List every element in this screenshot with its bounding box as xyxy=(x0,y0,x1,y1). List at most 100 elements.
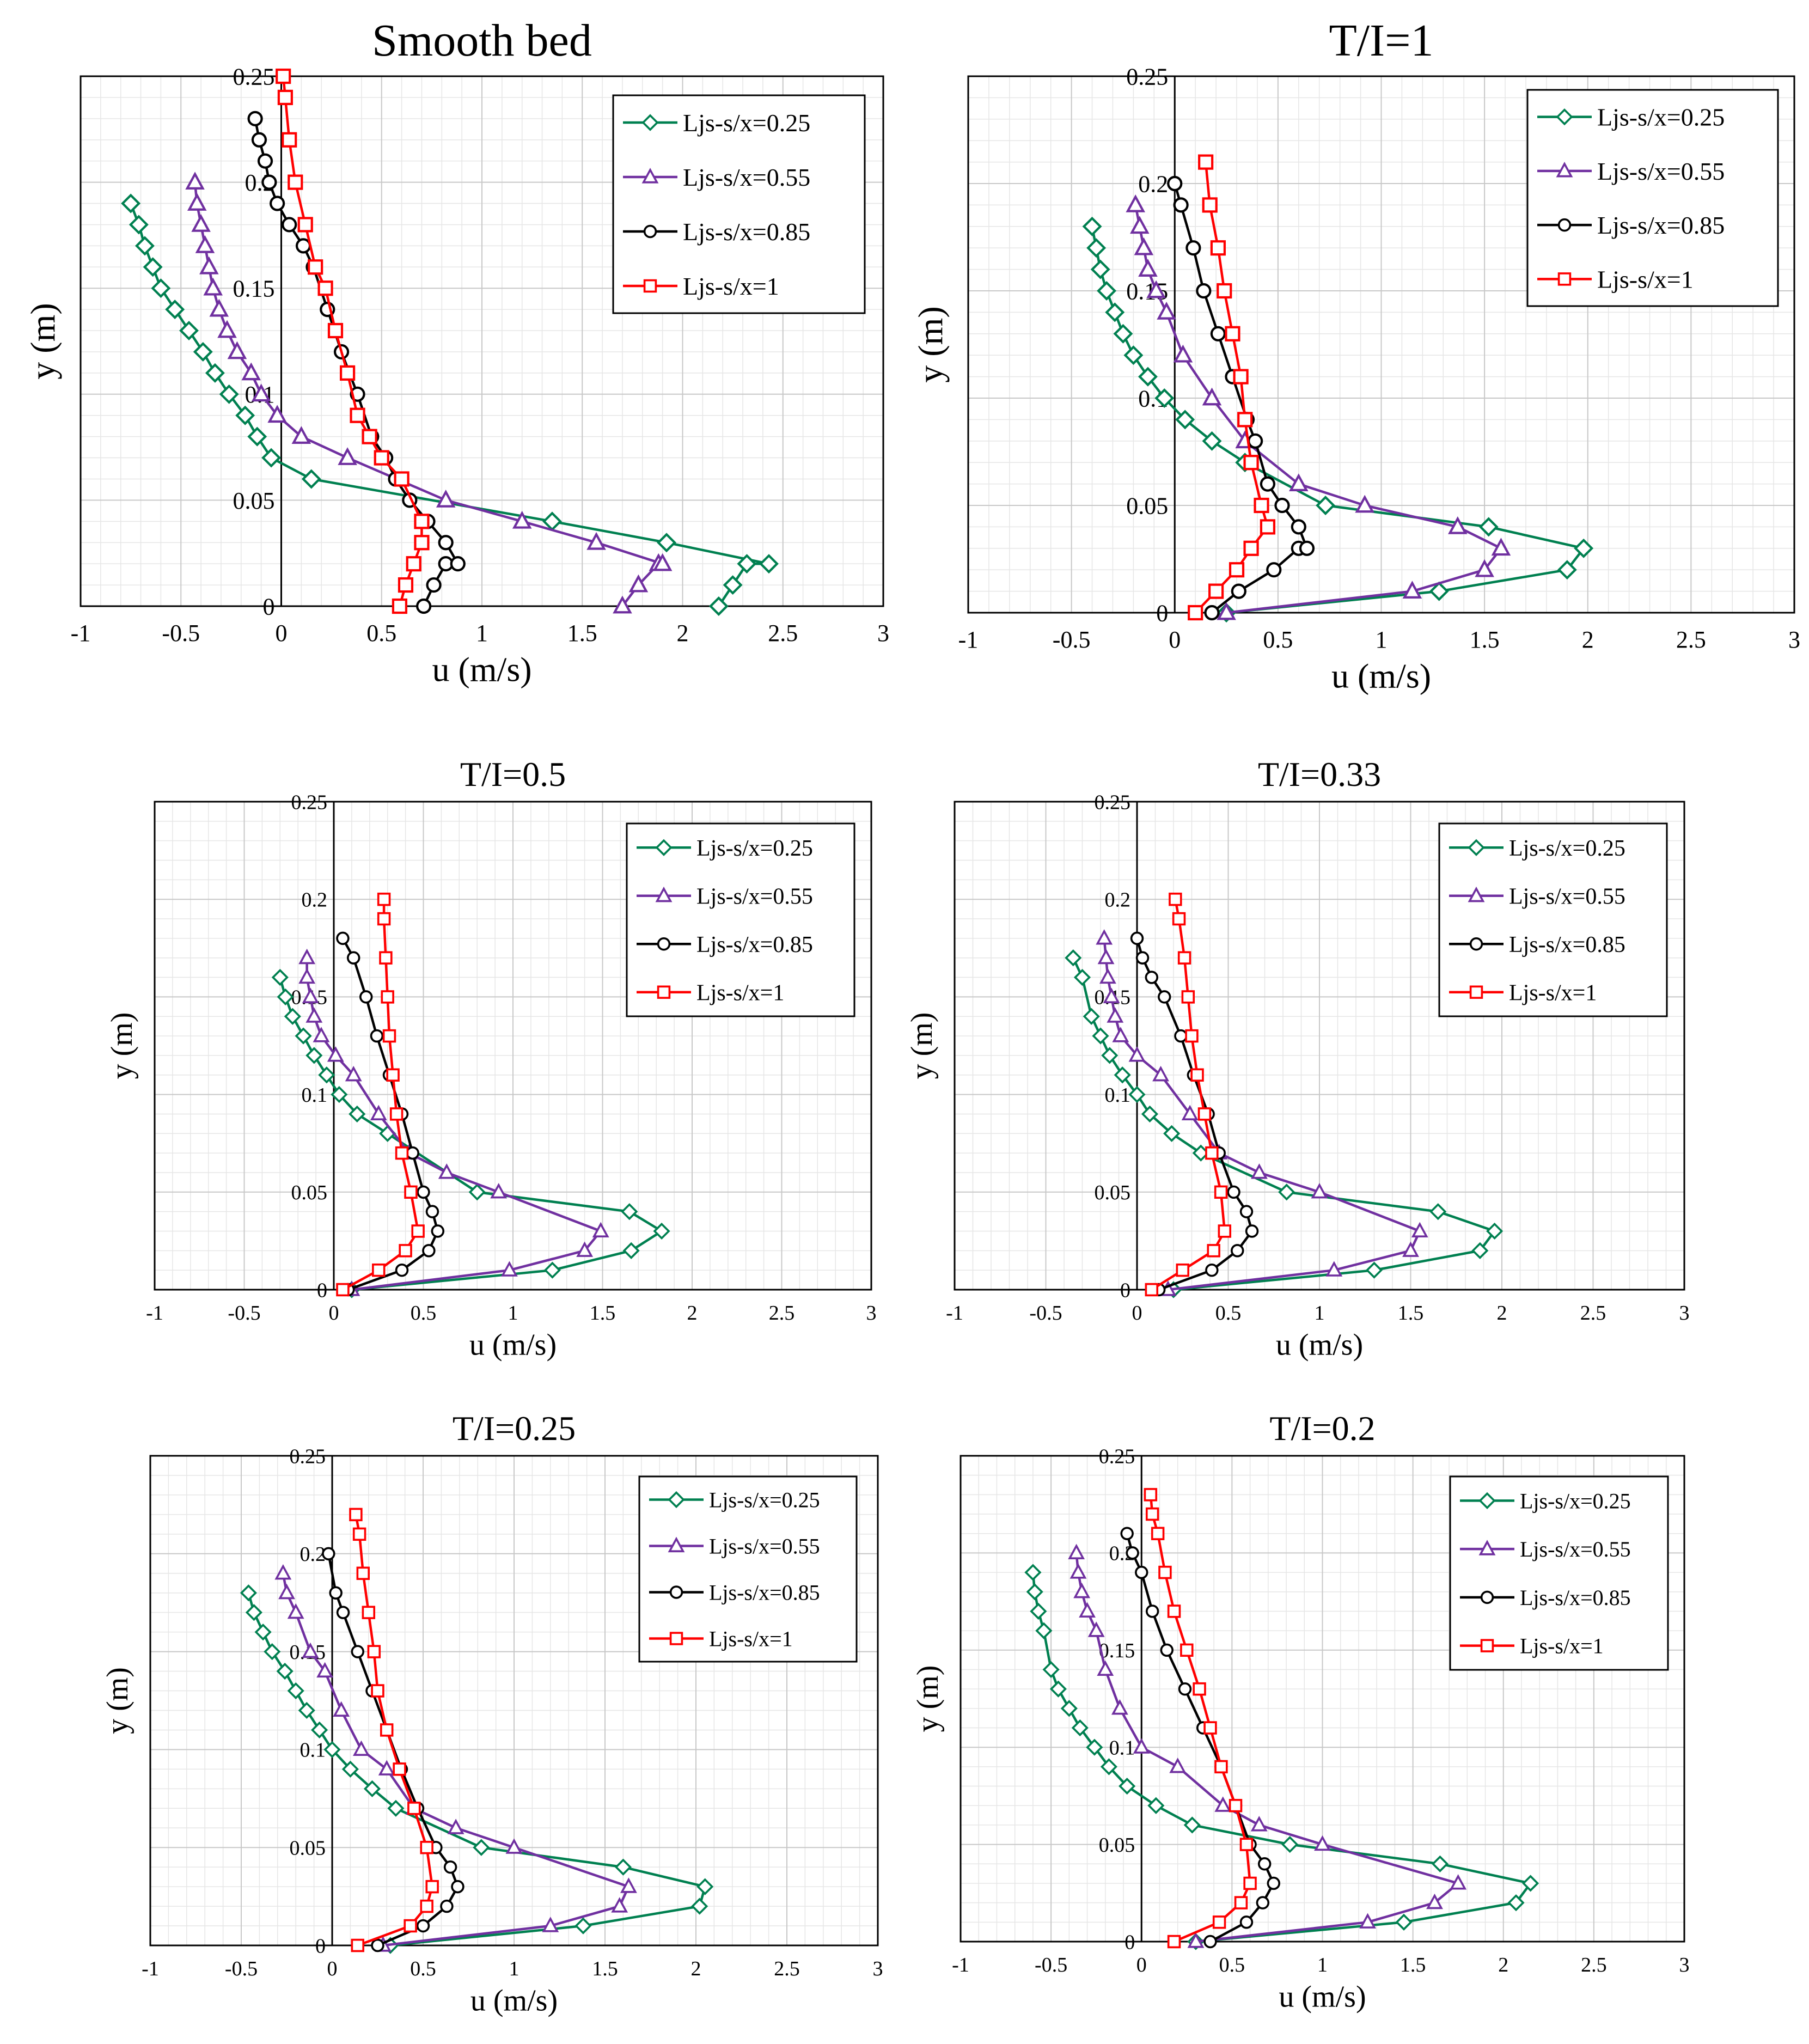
legend-marker xyxy=(657,985,671,999)
series-line xyxy=(1134,204,1503,614)
data-point xyxy=(380,1723,394,1737)
series-line xyxy=(1149,1494,1251,1943)
data-point xyxy=(1202,197,1218,213)
data-point xyxy=(254,1624,272,1641)
data-point xyxy=(305,1007,323,1023)
legend-label: Ljs-s/x=0.85 xyxy=(683,218,810,246)
data-point xyxy=(1167,1604,1181,1618)
legend-marker xyxy=(669,1632,683,1645)
data-point xyxy=(227,341,247,359)
legend-label: Ljs-s/x=0.25 xyxy=(1520,1488,1631,1513)
data-point xyxy=(543,1261,561,1279)
data-point xyxy=(450,556,466,572)
data-point xyxy=(696,1878,714,1895)
data-point xyxy=(219,384,239,404)
data-point xyxy=(1113,324,1133,344)
data-point xyxy=(1176,1263,1189,1277)
data-point xyxy=(276,68,291,84)
data-point xyxy=(187,193,207,211)
x-tick-label: 2.5 xyxy=(1580,1302,1606,1325)
plot-frame xyxy=(149,1455,879,1947)
x-axis-label: u (m/s) xyxy=(1331,656,1431,695)
data-point xyxy=(1254,497,1269,514)
data-point xyxy=(282,132,297,148)
data-point xyxy=(1243,455,1259,471)
data-point xyxy=(1111,1699,1128,1715)
y-tick-label: 0.05 xyxy=(291,1181,328,1204)
series-square xyxy=(1144,1488,1257,1949)
y-tick-label: 0.25 xyxy=(233,63,275,90)
plot-frame xyxy=(954,801,1685,1291)
x-tick-label: -0.5 xyxy=(1029,1302,1062,1325)
data-point xyxy=(1169,892,1182,906)
data-point xyxy=(1218,1224,1232,1238)
legend-marker xyxy=(643,224,657,239)
data-point xyxy=(1129,216,1150,234)
series-triangle xyxy=(1096,929,1428,1296)
x-tick-label: 1 xyxy=(476,620,488,646)
x-tick-label: 2 xyxy=(1498,1954,1508,1976)
data-point xyxy=(613,595,632,614)
data-point xyxy=(1082,216,1102,236)
data-point xyxy=(351,1645,364,1658)
data-point xyxy=(1128,1046,1146,1062)
y-tick-label: 0.25 xyxy=(1099,1445,1135,1468)
data-point xyxy=(340,365,356,381)
data-point xyxy=(392,598,408,614)
data-point xyxy=(1557,560,1577,580)
data-point xyxy=(1135,951,1150,965)
data-point xyxy=(372,1263,386,1277)
data-point xyxy=(1133,1738,1150,1754)
legend-label: Ljs-s/x=1 xyxy=(696,980,784,1005)
data-point xyxy=(512,510,532,529)
data-point xyxy=(1123,345,1144,365)
x-tick-label: 1 xyxy=(1376,626,1388,653)
data-point xyxy=(1071,1719,1089,1737)
data-point xyxy=(1187,1932,1205,1948)
legend-label: Ljs-s/x=1 xyxy=(1509,980,1597,1005)
data-point xyxy=(1152,1065,1169,1082)
legend-label: Ljs-s/x=0.85 xyxy=(1509,932,1625,957)
legend: Ljs-s/x=0.25 Ljs-s/x=0.55 Ljs-s/x=0.85 Ljs-… xyxy=(1449,1475,1669,1671)
chart-title: T/I=0.25 xyxy=(453,1409,576,1448)
data-point xyxy=(1134,237,1154,255)
data-point xyxy=(447,1819,465,1834)
data-point xyxy=(1316,496,1336,515)
data-point xyxy=(195,235,215,253)
data-point xyxy=(1198,154,1214,170)
data-point xyxy=(1243,540,1259,556)
data-point xyxy=(1203,1721,1217,1735)
data-point xyxy=(349,1105,366,1123)
x-tick-label: 2 xyxy=(677,620,689,646)
data-point xyxy=(1402,581,1422,599)
data-point xyxy=(287,1603,304,1619)
series-triangle xyxy=(298,948,609,1296)
data-point xyxy=(1243,1876,1257,1890)
data-point xyxy=(1260,519,1276,535)
data-point xyxy=(298,1701,315,1719)
data-point xyxy=(414,514,430,529)
data-point xyxy=(1042,1661,1060,1679)
series-diamond xyxy=(1082,216,1594,623)
series-diamond xyxy=(1024,1564,1539,1950)
x-axis-label: u (m/s) xyxy=(1279,1980,1366,2014)
legend-marker xyxy=(1478,1492,1496,1509)
data-point xyxy=(1175,410,1195,430)
legend-marker xyxy=(641,114,659,131)
x-tick-label: -0.5 xyxy=(1035,1954,1067,1976)
data-point xyxy=(1214,1760,1228,1774)
x-tick-label: 0.5 xyxy=(1263,626,1293,653)
data-point xyxy=(1097,948,1115,965)
data-point xyxy=(240,1584,257,1602)
data-point xyxy=(271,968,289,986)
data-point xyxy=(1402,1241,1419,1257)
series-line xyxy=(1174,183,1309,614)
data-point xyxy=(1119,1777,1136,1795)
legend-label: Ljs-s/x=0.85 xyxy=(1520,1585,1631,1610)
data-point xyxy=(193,341,213,362)
data-point xyxy=(336,1606,350,1619)
x-tick-label: 0.5 xyxy=(411,1302,437,1325)
legend-label: Ljs-s/x=1 xyxy=(709,1627,793,1651)
data-point xyxy=(1227,1185,1240,1199)
